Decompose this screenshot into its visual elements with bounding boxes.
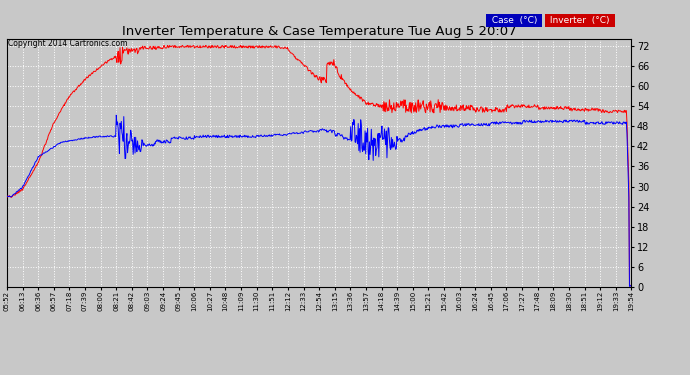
- Text: Copyright 2014 Cartronics.com: Copyright 2014 Cartronics.com: [8, 39, 128, 48]
- Text: Inverter  (°C): Inverter (°C): [547, 16, 613, 25]
- Text: Case  (°C): Case (°C): [489, 16, 540, 25]
- Title: Inverter Temperature & Case Temperature Tue Aug 5 20:07: Inverter Temperature & Case Temperature …: [122, 25, 516, 38]
